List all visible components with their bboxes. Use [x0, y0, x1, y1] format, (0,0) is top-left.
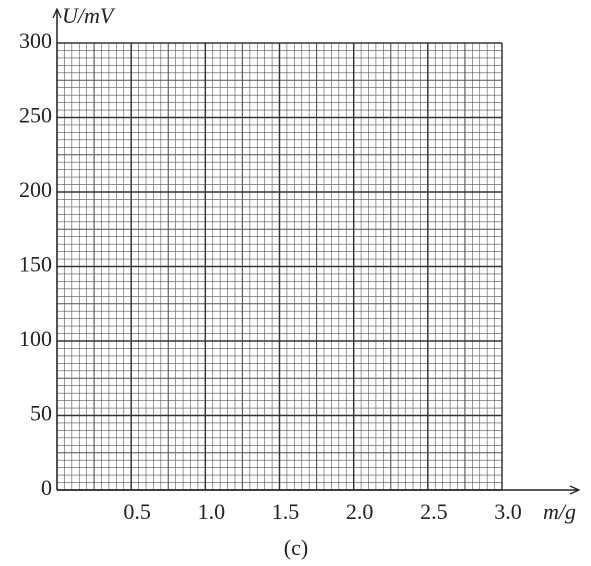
y-tick-label: 50 — [30, 401, 52, 426]
x-tick-label: 0.5 — [123, 499, 151, 524]
grid — [56, 42, 503, 491]
x-tick-label: 2.5 — [420, 499, 448, 524]
y-axis-label: U/mV — [62, 3, 116, 28]
y-tick-label: 300 — [19, 28, 52, 53]
y-tick-label: 250 — [19, 103, 52, 128]
y-tick-label: 150 — [19, 252, 52, 277]
caption: (c) — [284, 535, 308, 560]
x-tick-label: 1.0 — [198, 499, 226, 524]
x-tick-label: 2.0 — [346, 499, 374, 524]
y-tick-label: 200 — [19, 177, 52, 202]
x-tick-label: 1.5 — [272, 499, 300, 524]
y-tick-label: 0 — [41, 475, 52, 500]
y-tick-label: 100 — [19, 326, 52, 351]
x-tick-label: 3.0 — [494, 499, 522, 524]
x-axis-label: m/g — [543, 499, 576, 524]
